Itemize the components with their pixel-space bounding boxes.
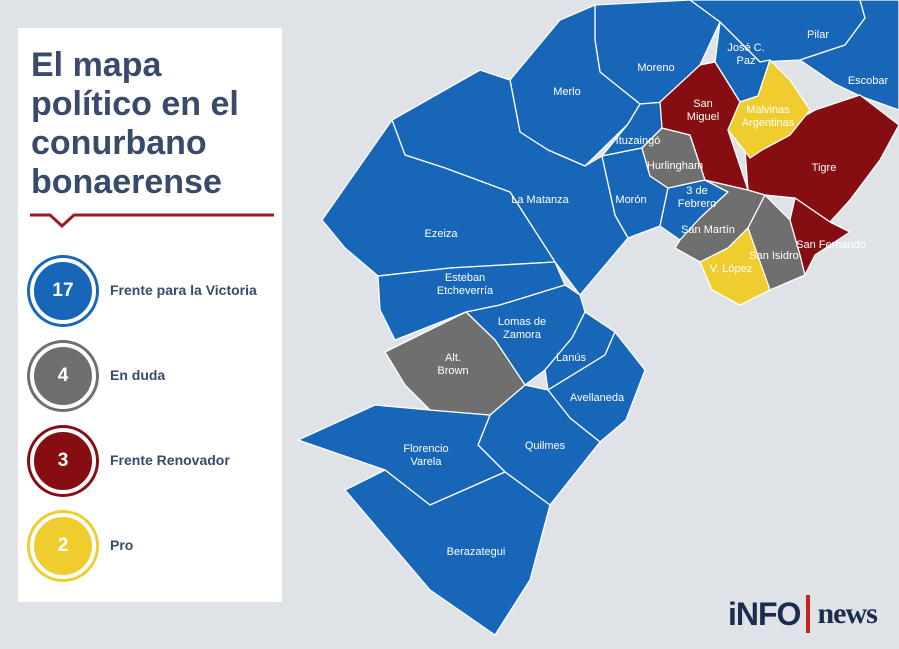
municipality-label-lomas-de-zamora: Lomas de Zamora: [498, 316, 546, 341]
municipality-label-moron: Morón: [615, 194, 646, 206]
legend-label: Frente para la Victoria: [110, 282, 257, 298]
legend-label: Frente Renovador: [110, 452, 230, 468]
seat-count-badge: 17: [30, 258, 96, 324]
logo-news-text: news: [817, 597, 877, 630]
infonews-logo: iNFO news: [728, 594, 878, 634]
legend-label: Pro: [110, 537, 134, 553]
title-line: bonaerense: [31, 163, 222, 201]
municipality-label-lanus: Lanús: [556, 352, 586, 364]
municipality-label-tigre: Tigre: [812, 162, 837, 174]
municipality-escobar: [799, 0, 899, 111]
title-line: El mapa: [31, 46, 162, 84]
municipality-label-florencio-varela: Florencio Varela: [403, 443, 448, 468]
municipality-label-esteban-etcheverria: Esteban Etcheverría: [437, 272, 494, 297]
municipality-label-avellaneda: Avellaneda: [570, 392, 625, 404]
municipality-label-ituzaingo: Ituzaingó: [616, 135, 661, 147]
municipality-ezeiza: [321, 119, 556, 277]
municipality-label-san-martin: San Martín: [681, 224, 735, 236]
municipality-malvinas-argentinas: [727, 59, 811, 159]
municipality-label-san-fernando: San Fernando: [796, 239, 866, 251]
municipality-label-san-miguel: San Miguel: [687, 98, 719, 123]
legend-item-pro: 2 Pro: [30, 513, 280, 598]
seat-count-badge: 3: [30, 428, 96, 494]
legend-item-frente-para-la-victoria: 17 Frente para la Victoria: [30, 258, 280, 343]
municipality-label-jose-c-paz: José C. Paz: [727, 42, 764, 67]
municipality-label-merlo: Merlo: [553, 86, 581, 98]
seat-count-badge: 2: [30, 513, 96, 579]
municipality-v-lopez: [699, 227, 771, 306]
municipality-alt-brown: [384, 311, 526, 416]
municipality-berazategui: [344, 469, 551, 636]
legend-item-frente-renovador: 3 Frente Renovador: [30, 428, 280, 513]
title-line: conurbano: [31, 124, 207, 162]
municipality-label-hurlingham: Hurlingham: [647, 160, 703, 172]
logo-info-text: iNFO: [728, 595, 801, 632]
legend-item-en-duda: 4 En duda: [30, 343, 280, 428]
municipality-label-malvinas-argentinas: Malvinas Argentinas: [742, 104, 795, 129]
title-divider: [30, 213, 274, 229]
municipality-label-pilar: Pilar: [807, 29, 829, 41]
municipality-label-quilmes: Quilmes: [525, 440, 566, 452]
municipality-label-ezeiza: Ezeiza: [424, 228, 458, 240]
municipality-label-v-lopez: V. López: [710, 263, 752, 275]
logo-divider: [806, 595, 811, 633]
page-title: El mapa político en el conurbano bonaere…: [31, 46, 276, 202]
title-line: político en el: [31, 85, 239, 123]
municipality-san-miguel: [659, 61, 749, 191]
municipality-label-alt-brown: Alt. Brown: [437, 352, 468, 377]
seat-count-badge: 4: [30, 343, 96, 409]
legend-panel: El mapa político en el conurbano bonaere…: [18, 28, 282, 602]
municipality-san-fernando: [789, 197, 851, 276]
municipality-label-san-isidro: San Isidro: [749, 250, 799, 262]
party-legend: 17 Frente para la Victoria 4 En duda 3 F…: [30, 258, 280, 598]
municipality-label-berazategui: Berazategui: [447, 546, 506, 558]
municipality-tigre: [744, 94, 899, 223]
municipality-label-la-matanza: La Matanza: [511, 194, 569, 206]
municipality-label-3-de-febrero: 3 de Febrero: [678, 185, 717, 210]
municipality-label-escobar: Escobar: [848, 75, 889, 87]
municipality-label-moreno: Moreno: [637, 62, 674, 74]
legend-label: En duda: [110, 367, 166, 383]
